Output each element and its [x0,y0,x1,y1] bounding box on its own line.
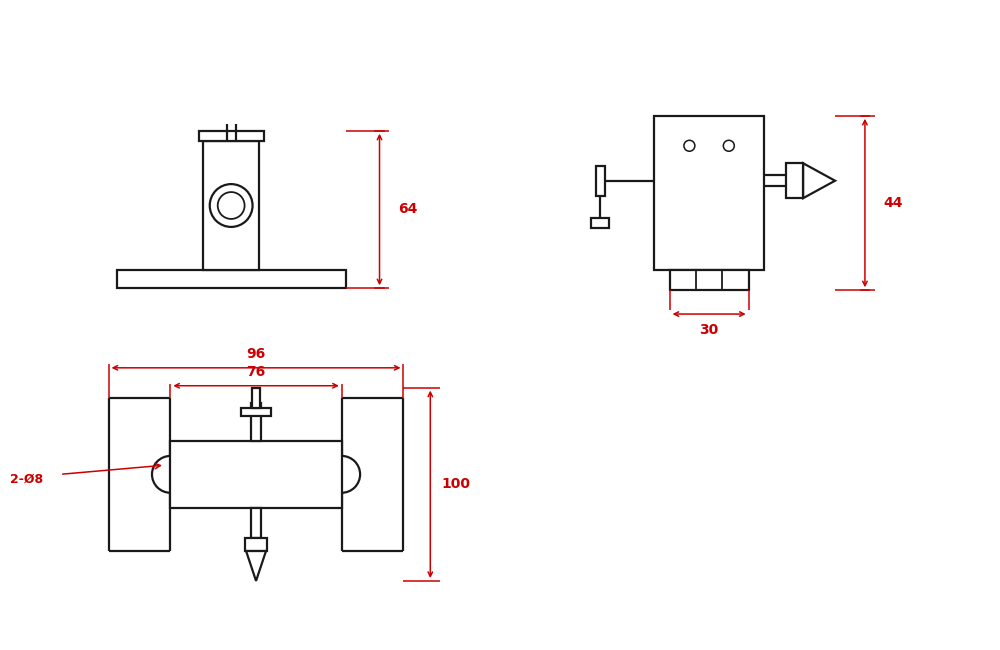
Text: 64: 64 [398,203,417,216]
Text: 76: 76 [246,365,266,379]
Text: 2-Ø8: 2-Ø8 [10,473,43,486]
Bar [596,166,605,196]
Bar [786,163,803,198]
Text: 30: 30 [699,323,719,337]
Bar [251,508,261,538]
Bar [245,538,267,551]
Text: 100: 100 [442,477,471,491]
Polygon shape [246,551,266,581]
Bar [241,408,271,416]
Bar [654,116,764,270]
Bar [170,441,342,508]
Bar [252,388,260,408]
Bar [203,141,259,270]
Polygon shape [803,163,835,198]
Bar [591,218,609,227]
Bar [199,131,264,141]
Text: 44: 44 [883,196,903,210]
Bar [251,402,261,441]
Text: 96: 96 [246,347,266,361]
Bar [117,270,346,288]
Bar [670,270,749,290]
